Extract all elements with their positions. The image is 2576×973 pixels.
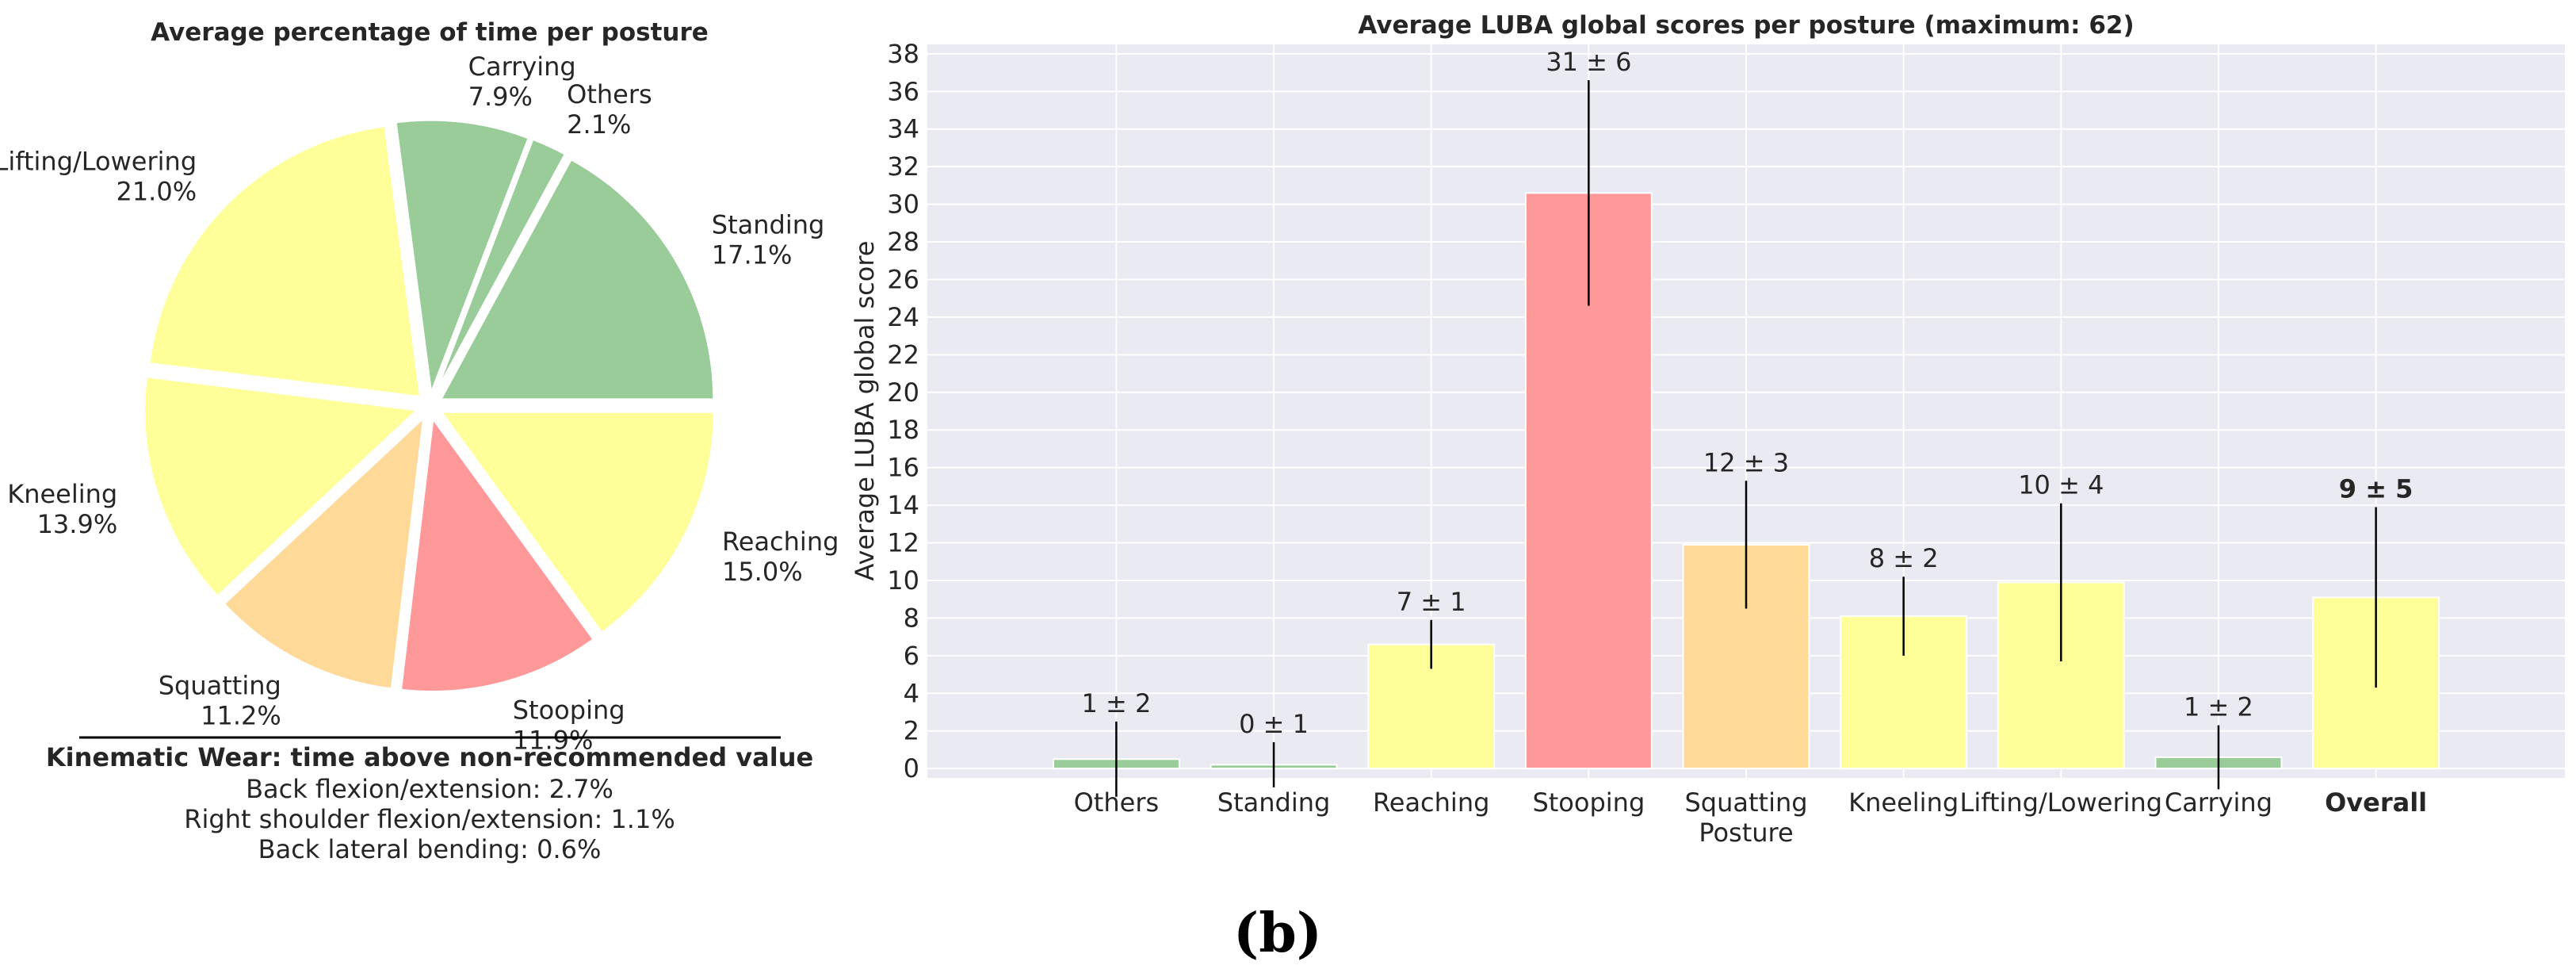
bar-title: Average LUBA global scores per posture (…: [1358, 11, 2134, 40]
y-tick-label: 16: [887, 453, 919, 483]
pie-label: Reaching: [722, 527, 839, 557]
pie-slice-standing: [438, 157, 716, 401]
pie-label: Squatting: [159, 670, 281, 700]
pie-label: Kneeling: [7, 479, 117, 509]
y-tick-label: 8: [904, 603, 919, 633]
y-tick-label: 34: [887, 114, 919, 144]
y-tick-label: 30: [887, 190, 919, 220]
x-tick-label: Kneeling: [1848, 787, 1959, 818]
pie-slice-others: [434, 137, 568, 396]
bar-value-label: 7 ± 1: [1397, 587, 1466, 617]
bar-value-label: 9 ± 5: [2339, 473, 2414, 504]
y-tick-label: 22: [887, 339, 919, 370]
bar-value-label: 10 ± 4: [2018, 470, 2104, 500]
bar-value-label: 1 ± 2: [1081, 688, 1151, 718]
pie-percentage: 2.1%: [567, 109, 631, 140]
pie-slice-carrying: [394, 118, 531, 394]
pie-slice-reaching: [438, 410, 716, 635]
x-tick-label: Squatting: [1684, 787, 1807, 818]
y-tick-label: 0: [904, 753, 919, 783]
pie-label: Standing: [712, 209, 825, 239]
pie-slice-lifting-lowering: [147, 124, 422, 399]
pie-percentage: 11.9%: [513, 726, 594, 756]
pie-percentage: 7.9%: [468, 82, 533, 112]
y-tick-label: 12: [887, 528, 919, 558]
x-tick-label: Lifting/Lowering: [1960, 787, 2163, 818]
bar-value-label: 8 ± 2: [1869, 543, 1939, 573]
y-tick-label: 18: [887, 415, 919, 445]
y-tick-label: 26: [887, 264, 919, 294]
bar-value-label: 31 ± 6: [1546, 47, 1631, 77]
bar-value-label: 12 ± 3: [1703, 447, 1789, 477]
bar-x-tick-labels: Others Standing Reaching Stooping SquattingP…: [1074, 787, 2428, 848]
x-tick-label: Standing: [1217, 787, 1331, 818]
y-tick-label: 10: [887, 565, 919, 596]
x-tick-label: Carrying: [2165, 787, 2272, 818]
pie-panel: Average percentage of time per posture S…: [0, 18, 839, 756]
bar-value-label: 0 ± 1: [1239, 709, 1309, 739]
x-tick-label: Overall: [2325, 787, 2427, 818]
bar-value-label: 1 ± 2: [2184, 692, 2253, 722]
pie-percentage: 13.9%: [37, 509, 118, 539]
kinematic-line-1: Back flexion/extension: 2.7%: [246, 774, 613, 804]
pie-slice-squatting: [222, 414, 426, 691]
pie-percentage: 11.2%: [201, 700, 281, 730]
y-tick-label: 36: [887, 76, 919, 106]
y-tick-label: 28: [887, 227, 919, 257]
kinematic-line-3: Back lateral bending: 0.6%: [258, 834, 602, 864]
pie-percentage: 21.0%: [116, 176, 197, 206]
pie-label: Stooping: [513, 695, 625, 726]
kinematic-title: Kinematic Wear: time above non-recommend…: [46, 742, 813, 772]
pie-title: Average percentage of time per posture: [151, 18, 709, 47]
pie-label: Lifting/Lowering: [0, 146, 197, 176]
x-tick-label: Posture: [1699, 818, 1793, 848]
y-tick-label: 20: [887, 377, 919, 408]
y-tick-label: 14: [887, 490, 919, 520]
pie-label: Carrying: [468, 52, 576, 82]
pie-percentage: 17.1%: [712, 239, 793, 270]
bar-y-axis-label: Average LUBA global score: [850, 241, 880, 581]
y-tick-label: 4: [904, 678, 919, 708]
bar-value-labels: 1 ± 2 0 ± 1 7 ± 1 31 ± 6 12 ± 3 8 ± 2 10 ± 4 1 …: [1081, 47, 2413, 739]
kinematic-wear-box: Kinematic Wear: time above non-recommend…: [46, 736, 813, 864]
y-tick-label: 6: [904, 641, 919, 671]
error-bars: [1115, 80, 2377, 797]
pie-slice-stooping: [399, 415, 596, 693]
pie-slice-kneeling: [143, 375, 421, 599]
x-tick-label: Reaching: [1373, 787, 1489, 818]
figure-caption: (b): [1233, 902, 1322, 965]
y-tick-label: 2: [904, 716, 919, 746]
pie-slices: [143, 118, 716, 693]
y-tick-label: 24: [887, 302, 919, 332]
pie-label: Others: [567, 79, 652, 109]
x-tick-label: Stooping: [1532, 787, 1645, 818]
x-tick-label: Others: [1074, 787, 1160, 818]
y-tick-label: 32: [887, 151, 919, 182]
kinematic-line-2: Right shoulder flexion/extension: 1.1%: [184, 804, 675, 834]
pie-percentage: 15.0%: [722, 557, 803, 587]
y-tick-label: 38: [887, 39, 919, 69]
